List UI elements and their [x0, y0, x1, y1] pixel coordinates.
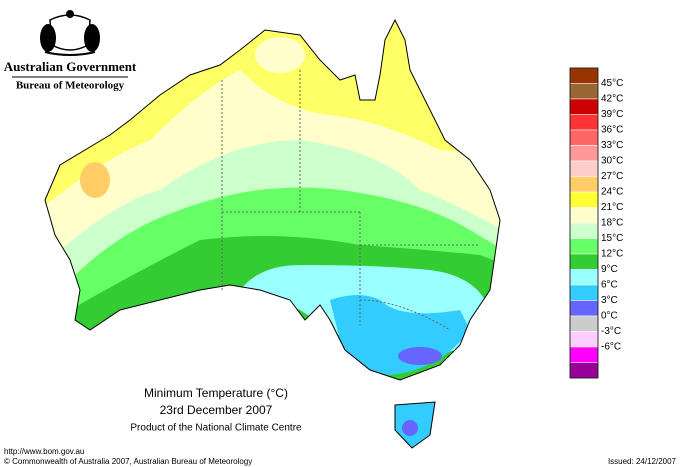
footer-issued: Issued: 24/12/2007: [608, 457, 677, 466]
coastline: [44, 18, 501, 381]
legend-swatch: [569, 331, 599, 348]
legend-label: 12°C: [601, 249, 623, 260]
legend-label: 15°C: [601, 233, 623, 244]
legend-label: 3°C: [601, 295, 618, 306]
legend-swatch: [569, 300, 599, 317]
legend-label: 27°C: [601, 171, 623, 182]
legend-label: -3°C: [601, 326, 621, 337]
legend-swatch: [569, 238, 599, 255]
legend-label: -6°C: [601, 342, 621, 353]
legend-label: 0°C: [601, 311, 618, 322]
legend-swatch: [569, 207, 599, 224]
legend-label: 21°C: [601, 202, 623, 213]
legend-swatch: [569, 253, 599, 270]
legend-label: 42°C: [601, 94, 623, 105]
legend-label: 45°C: [601, 78, 623, 89]
legend-label: 24°C: [601, 187, 623, 198]
legend-swatch: [569, 284, 599, 301]
legend-swatch: [569, 269, 599, 286]
legend-swatch: [569, 83, 599, 100]
bureau: Bureau of Meteorology: [16, 80, 125, 92]
legend-swatch: [569, 315, 599, 332]
footer-copyright: © Commonwealth of Australia 2007, Austra…: [4, 457, 252, 466]
legend-swatch: [569, 145, 599, 162]
legend-swatch: [569, 362, 599, 379]
map-date: 23rd December 2007: [160, 403, 273, 417]
legend-swatch: [569, 160, 599, 177]
map-credit: Product of the National Climate Centre: [130, 423, 302, 434]
coat-of-arms: [40, 10, 100, 56]
legend-swatch: [569, 129, 599, 146]
legend-label: 33°C: [601, 140, 623, 151]
state-borders: [221, 70, 480, 331]
legend-label: 30°C: [601, 156, 623, 167]
legend-frame: [569, 67, 599, 379]
legend-swatch: [569, 176, 599, 193]
legend-label: 36°C: [601, 125, 623, 136]
legend-swatch: [569, 191, 599, 208]
agency: Australian Government: [4, 59, 137, 74]
legend-swatch: [569, 98, 599, 115]
legend-label: 18°C: [601, 218, 623, 229]
footer-url: http://www.bom.gov.au: [4, 447, 84, 456]
legend: 45°C 42°C 39°C 36°C 33°C 30°C 27°C 24°C 21°C 18°C…: [569, 67, 623, 379]
legend-label: 9°C: [601, 264, 618, 275]
legend-swatch: [569, 114, 599, 131]
legend-label: 6°C: [601, 280, 618, 291]
tasmania-cold: [402, 420, 418, 436]
legend-swatch: [569, 67, 599, 84]
legend-swatch: [569, 222, 599, 239]
legend-label: 39°C: [601, 109, 623, 120]
legend-swatch: [569, 346, 599, 363]
map-title: Minimum Temperature (°C): [144, 386, 288, 400]
